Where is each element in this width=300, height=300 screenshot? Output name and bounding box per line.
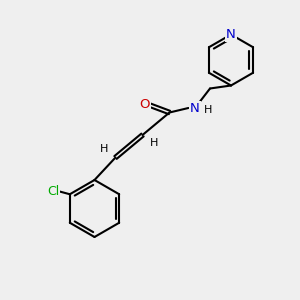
- Text: H: H: [100, 144, 108, 154]
- Text: N: N: [190, 101, 200, 115]
- Text: N: N: [226, 28, 236, 41]
- Text: Cl: Cl: [47, 185, 59, 198]
- Text: H: H: [150, 138, 158, 148]
- Text: O: O: [140, 98, 150, 111]
- Text: H: H: [203, 105, 212, 116]
